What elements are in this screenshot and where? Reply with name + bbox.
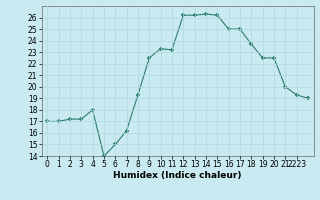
X-axis label: Humidex (Indice chaleur): Humidex (Indice chaleur) <box>113 171 242 180</box>
